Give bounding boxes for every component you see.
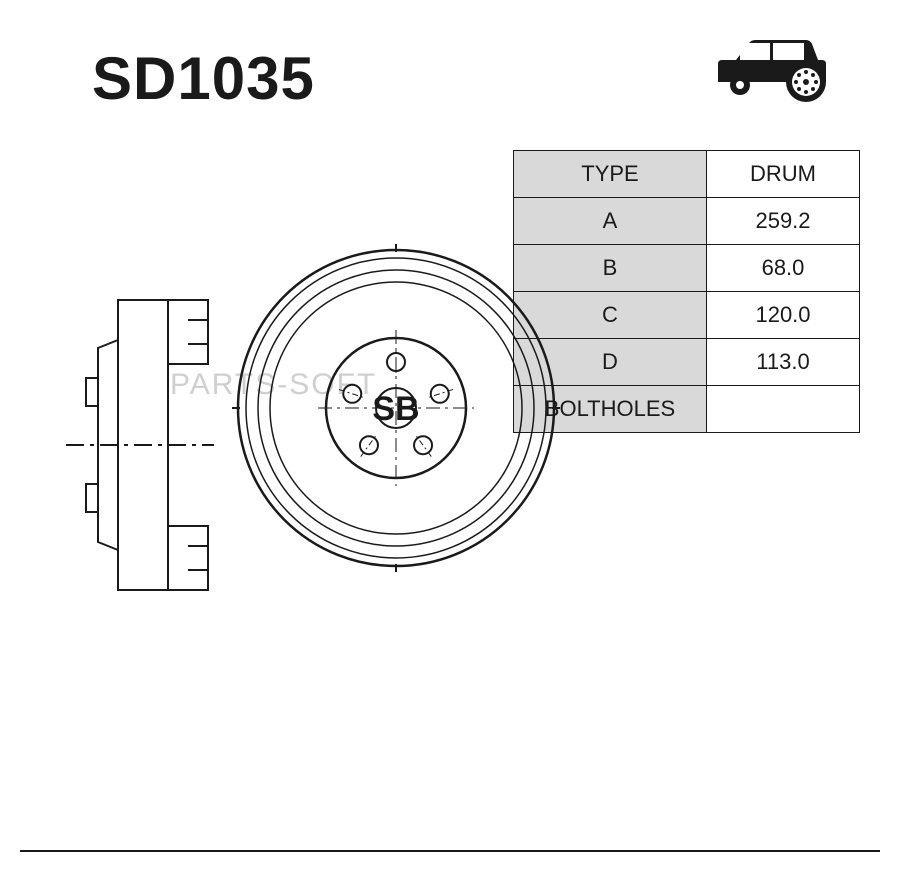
brand-label: SB bbox=[372, 390, 419, 428]
spec-value: 113.0 bbox=[707, 339, 860, 386]
spec-label: TYPE bbox=[514, 151, 707, 198]
spec-value: 120.0 bbox=[707, 292, 860, 339]
spec-value: 68.0 bbox=[707, 245, 860, 292]
car-rear-axle-icon bbox=[710, 30, 830, 110]
part-number-title: SD1035 bbox=[92, 44, 315, 113]
drum-side-view bbox=[58, 290, 218, 600]
spec-value: 259.2 bbox=[707, 198, 860, 245]
drum-front-view: SB bbox=[226, 238, 566, 578]
footer-divider bbox=[20, 850, 880, 852]
page: SD1035 TYPE bbox=[0, 0, 900, 874]
spec-value: DRUM bbox=[707, 151, 860, 198]
spec-row: TYPEDRUM bbox=[514, 151, 860, 198]
spec-value bbox=[707, 386, 860, 433]
